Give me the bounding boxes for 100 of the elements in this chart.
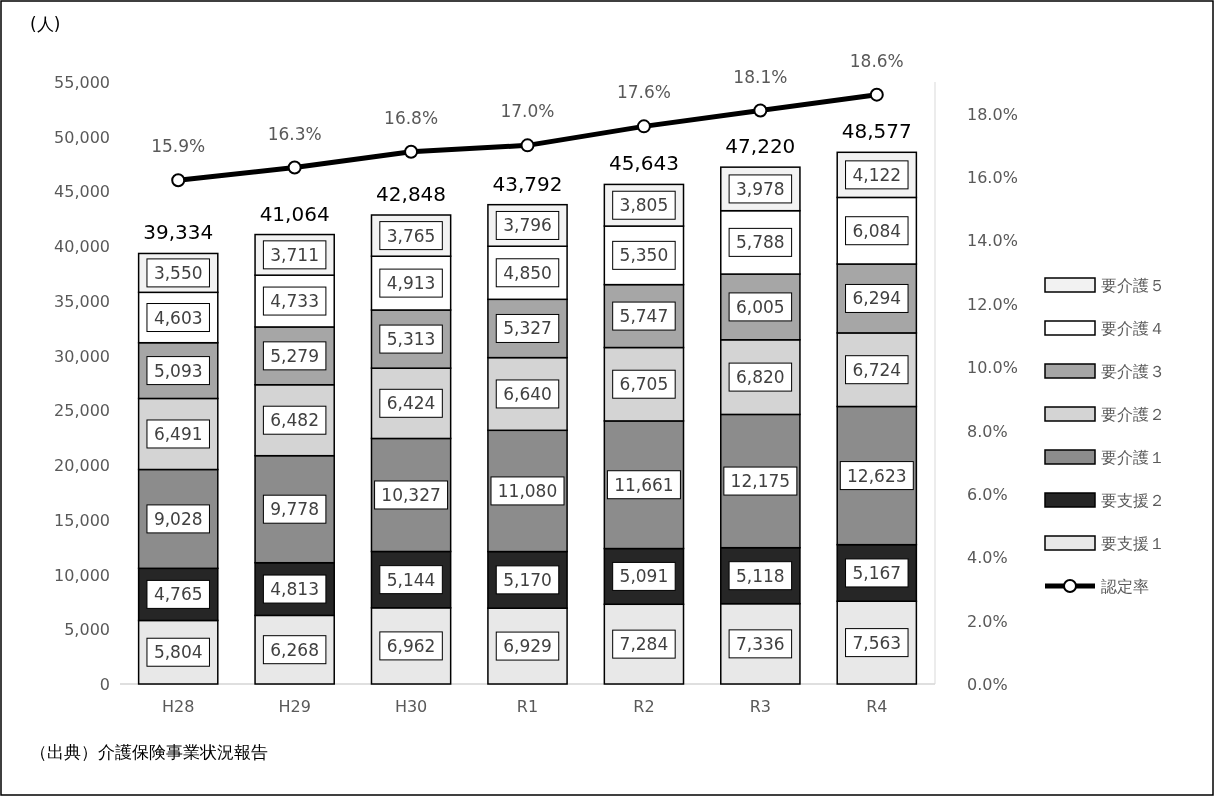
point xyxy=(636,119,651,134)
y2-tick-label: 14.0% xyxy=(967,231,1018,251)
data-label: 17.0% xyxy=(500,101,555,122)
data-label: 6,724 xyxy=(852,359,902,380)
y-axis-title: (人) xyxy=(30,14,61,34)
y2-tick-label: 10.0% xyxy=(967,358,1018,378)
data-label: 6,705 xyxy=(619,374,669,395)
y-tick-label: 50,000 xyxy=(54,127,110,147)
x-tick-label: H30 xyxy=(394,697,428,716)
point xyxy=(520,138,535,153)
data-label: 16.3% xyxy=(267,123,322,144)
y-tick-label: 0 xyxy=(99,675,110,694)
y2-tick-label: 12.0% xyxy=(967,294,1018,314)
point xyxy=(753,103,768,118)
data-label: 6,962 xyxy=(386,635,436,656)
data-label: 16.8% xyxy=(384,107,439,128)
data-label: 3,711 xyxy=(270,244,319,265)
data-label: 7,563 xyxy=(852,632,902,653)
legend-label: 要介護３ xyxy=(1101,362,1165,381)
x-tick-label: R1 xyxy=(516,697,539,716)
data-label: 5,167 xyxy=(852,562,902,583)
total-label: 48,577 xyxy=(841,119,912,144)
total-label: 47,220 xyxy=(725,134,796,159)
data-label: 6,491 xyxy=(153,423,203,444)
data-label: 3,978 xyxy=(736,178,785,199)
point xyxy=(869,87,884,102)
data-label: 6,640 xyxy=(503,383,552,404)
total-label: 42,848 xyxy=(376,182,447,207)
data-label: 3,805 xyxy=(619,195,669,216)
data-label: 4,765 xyxy=(153,584,203,605)
data-label: 7,284 xyxy=(619,634,669,655)
total-label: 43,792 xyxy=(492,171,563,196)
data-label: 15.9% xyxy=(151,136,206,157)
point xyxy=(404,144,419,159)
data-label: 5,747 xyxy=(619,306,669,327)
total-label: 41,064 xyxy=(259,201,330,226)
data-label: 6,268 xyxy=(270,639,319,660)
y-tick-label: 35,000 xyxy=(54,291,110,311)
data-label: 5,093 xyxy=(153,360,203,381)
point xyxy=(171,173,186,188)
data-label: 10,327 xyxy=(381,484,441,505)
data-label: 5,170 xyxy=(503,569,552,590)
data-label: 9,028 xyxy=(153,508,203,529)
data-label: 6,084 xyxy=(852,220,902,241)
data-label: 18.1% xyxy=(733,66,788,87)
data-label: 5,279 xyxy=(270,345,319,366)
y-tick-label: 20,000 xyxy=(54,456,110,476)
data-label: 3,765 xyxy=(386,225,436,246)
data-label: 11,661 xyxy=(614,474,674,495)
text: （出典）介護保険事業状況報告 xyxy=(30,742,268,762)
data-label: 5,788 xyxy=(736,232,785,253)
legend-label: 要支援１ xyxy=(1101,534,1165,553)
total-label: 45,643 xyxy=(608,151,679,176)
data-label: 5,327 xyxy=(503,318,552,339)
point xyxy=(287,160,302,175)
legend-label: 認定率 xyxy=(1101,577,1149,596)
y2-tick-label: 6.0% xyxy=(967,484,1008,504)
data-label: 3,550 xyxy=(153,262,203,283)
x-tick-label: R4 xyxy=(866,697,888,716)
data-label: 4,122 xyxy=(852,164,902,185)
data-label: 6,424 xyxy=(386,393,436,414)
y-tick-label: 45,000 xyxy=(54,182,110,202)
y-tick-label: 25,000 xyxy=(54,401,110,421)
y-tick-label: 55,000 xyxy=(54,73,110,92)
data-label: 12,175 xyxy=(730,471,791,492)
y2-tick-label: 16.0% xyxy=(967,168,1018,188)
data-label: 3,796 xyxy=(503,215,552,236)
data-label: 7,336 xyxy=(736,633,785,654)
x-tick-label: R2 xyxy=(633,697,655,716)
y-tick-label: 10,000 xyxy=(54,565,110,585)
data-label: 6,005 xyxy=(736,296,785,317)
y2-tick-label: 4.0% xyxy=(967,548,1008,568)
data-label: 5,118 xyxy=(736,565,785,586)
data-label: 5,350 xyxy=(619,245,669,266)
legend-label: 要支援２ xyxy=(1101,491,1165,510)
y2-tick-label: 0.0% xyxy=(967,675,1008,694)
x-tick-label: H28 xyxy=(162,697,195,716)
y-tick-label: 15,000 xyxy=(54,510,110,530)
data-label: 6,294 xyxy=(852,288,902,309)
data-label: 4,813 xyxy=(270,579,319,600)
x-tick-label: R3 xyxy=(749,697,772,716)
legend-label: 要介護２ xyxy=(1101,405,1165,424)
data-label: 12,623 xyxy=(847,465,907,486)
total-label: 39,334 xyxy=(143,220,214,245)
legend-label: 要介護５ xyxy=(1101,276,1165,295)
y-tick-label: 30,000 xyxy=(54,346,110,366)
y2-tick-label: 18.0% xyxy=(967,104,1018,124)
data-label: 4,733 xyxy=(270,291,319,312)
y-tick-label: 5,000 xyxy=(64,620,110,640)
data-label: 5,313 xyxy=(386,329,436,350)
data-label: 6,929 xyxy=(503,636,552,657)
y-tick-label: 40,000 xyxy=(54,237,110,257)
data-label: 4,603 xyxy=(153,307,203,328)
data-label: 4,913 xyxy=(386,273,436,294)
data-label: 11,080 xyxy=(497,480,558,501)
y2-tick-label: 2.0% xyxy=(967,611,1008,631)
y2-tick-label: 8.0% xyxy=(967,421,1008,441)
data-label: 4,850 xyxy=(503,262,552,283)
data-label: 5,144 xyxy=(386,569,436,590)
data-label: 6,482 xyxy=(270,410,319,431)
